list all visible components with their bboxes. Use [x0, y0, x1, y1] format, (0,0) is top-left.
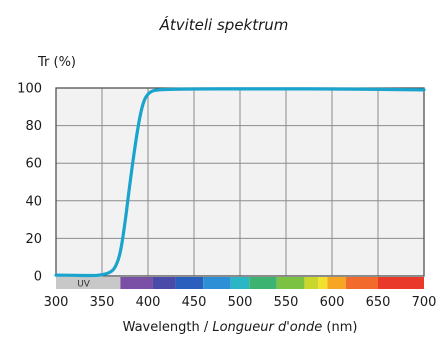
spectrum-band-segment: [249, 277, 277, 289]
spectrum-band-segment: [304, 277, 318, 289]
y-tick-label: 80: [25, 119, 42, 134]
x-tick-label: 450: [182, 295, 207, 310]
x-axis-label-italic: Longueur d'onde: [212, 320, 322, 335]
x-tick-label: 350: [90, 295, 115, 310]
x-axis-label: Wavelength / Longueur d'onde (nm): [123, 320, 358, 335]
y-tick-label: 0: [34, 270, 42, 285]
chart-title: Átviteli spektrum: [159, 15, 289, 34]
spectrum-band: UV: [56, 277, 424, 290]
x-tick-label: 500: [228, 295, 253, 310]
y-tick-label: 60: [25, 157, 42, 172]
x-axis-label-main: Wavelength /: [123, 320, 213, 335]
y-tick-label: 20: [25, 232, 42, 247]
x-tick-labels: 300 350 400 450 500 550 600 650 700: [44, 295, 437, 310]
spectrum-band-segment: [120, 277, 152, 289]
y-tick-label: 100: [17, 82, 42, 97]
x-tick-label: 400: [136, 295, 161, 310]
spectrum-band-segment: [378, 277, 424, 289]
y-axis-label: Tr (%): [37, 55, 76, 70]
x-tick-label: 550: [274, 295, 299, 310]
spectrum-band-segment: [153, 277, 176, 289]
spectrum-band-segment: [318, 277, 327, 289]
x-tick-label: 700: [412, 295, 437, 310]
x-tick-label: 600: [320, 295, 345, 310]
spectrum-band-segment: [327, 277, 345, 289]
spectrum-band-segment: [346, 277, 378, 289]
spectrum-band-segment: [176, 277, 204, 289]
y-tick-labels: 0 20 40 60 80 100: [17, 82, 42, 285]
y-tick-label: 40: [25, 194, 42, 209]
uv-label: UV: [77, 280, 91, 290]
spectrum-band-segment: [203, 277, 231, 289]
spectrum-band-segment: [277, 277, 305, 289]
x-tick-label: 650: [366, 295, 391, 310]
x-tick-label: 300: [44, 295, 69, 310]
x-axis-label-unit: (nm): [322, 320, 357, 335]
spectrum-band-segment: [231, 277, 249, 289]
